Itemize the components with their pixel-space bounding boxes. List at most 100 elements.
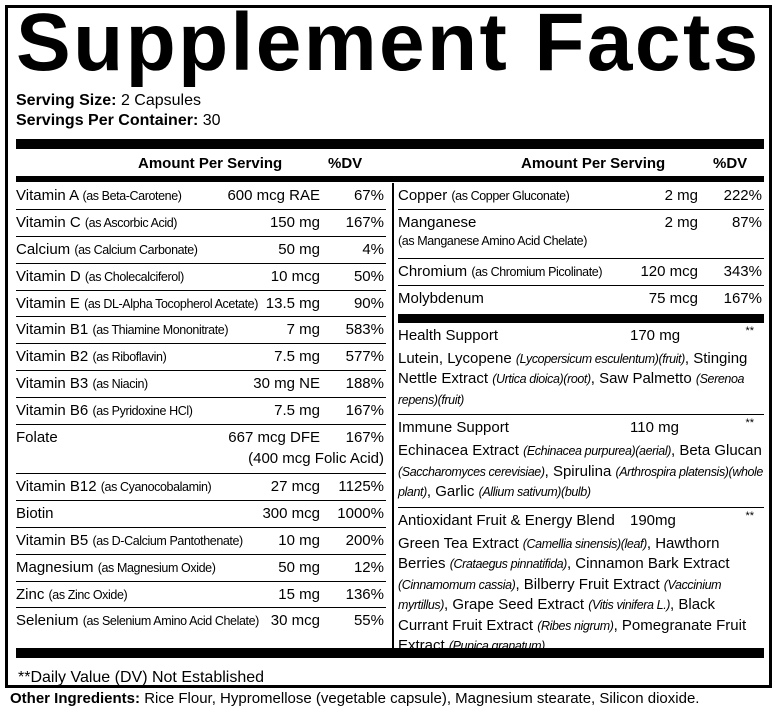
nutrient-name: Vitamin B3 (as Niacin) bbox=[16, 371, 148, 397]
nutrient-label: Biotin bbox=[16, 504, 54, 522]
nutrient-dv: 167% bbox=[345, 402, 384, 420]
nutrient-row: Biotin 300 mcg 1000% bbox=[16, 501, 386, 528]
panel-title: Supplement Facts bbox=[16, 0, 761, 88]
nutrient-amount: 50 mg bbox=[278, 558, 320, 576]
nutrient-amount: 2 mg bbox=[664, 187, 698, 204]
nutrient-name: Manganese bbox=[398, 213, 477, 231]
ingredient-name: , Cinnamon Bark Extract bbox=[566, 555, 730, 573]
ingredient-source: (Cinnamomum cassia) bbox=[398, 577, 516, 592]
nutrient-amount: 600 mcg RAE bbox=[227, 187, 320, 204]
thick-divider bbox=[16, 139, 764, 149]
nutrient-label: Vitamin B1 bbox=[16, 321, 89, 339]
left-amount-header: Amount Per Serving bbox=[138, 155, 283, 172]
nutrient-name: Calcium (as Calcium Carbonate) bbox=[16, 237, 198, 263]
nutrient-label: Magnesium bbox=[16, 558, 94, 576]
ingredient-source: (Vitis vinifera L.) bbox=[588, 598, 671, 613]
blend-ingredients: Lutein, Lycopene (Lycopersicum esculentu… bbox=[398, 349, 764, 411]
ingredient-source: (Lycopersicum esculentum)(fruit) bbox=[515, 351, 685, 366]
nutrient-label: Vitamin E bbox=[16, 294, 80, 312]
nutrient-label: Vitamin B6 bbox=[16, 402, 89, 420]
right-nutrient-list: Copper (as Copper Gluconate) 2 mg 222% Man… bbox=[398, 183, 764, 661]
footnote: **Daily Value (DV) Not Established bbox=[18, 669, 265, 686]
nutrient-name: Vitamin A (as Beta-Carotene) bbox=[16, 183, 182, 209]
nutrient-name: Vitamin D (as Cholecalciferol) bbox=[16, 264, 184, 290]
nutrient-name: Zinc (as Zinc Oxide) bbox=[16, 582, 128, 608]
header-divider bbox=[16, 176, 764, 182]
blend-ingredients: Echinacea Extract (Echinacea purpurea)(a… bbox=[398, 441, 764, 503]
nutrient-label: Vitamin B2 bbox=[16, 348, 89, 366]
nutrient-dv: 167% bbox=[723, 289, 762, 307]
nutrient-name: Biotin bbox=[16, 501, 54, 527]
nutrient-row: Vitamin B2 (as Riboflavin) 7.5 mg 577% bbox=[16, 344, 386, 372]
nutrient-source: (as Beta-Carotene) bbox=[82, 189, 182, 203]
proprietary-blend: Antioxidant Fruit & Energy Blend 190mg *… bbox=[398, 508, 764, 661]
left-dv-header: %DV bbox=[328, 155, 363, 172]
nutrient-dv: 1000% bbox=[337, 504, 384, 522]
nutrient-dv: 1125% bbox=[338, 478, 384, 496]
nutrient-dv: 87% bbox=[731, 213, 762, 231]
ingredient-name: , Spirulina bbox=[544, 462, 616, 480]
nutrient-name: Folate bbox=[16, 425, 58, 451]
nutrient-label: Vitamin D bbox=[16, 267, 81, 285]
nutrient-amount: 300 mcg bbox=[262, 504, 320, 522]
nutrient-source: (as Pyridoxine HCl) bbox=[92, 404, 193, 419]
nutrient-name: Vitamin B12 (as Cyanocobalamin) bbox=[16, 474, 212, 500]
nutrient-row: Manganese (as Manganese Amino Acid Chela… bbox=[398, 210, 764, 259]
ingredient-source: (Saccharomyces cerevisiae) bbox=[398, 464, 545, 479]
ingredient-source: (Ribes nigrum) bbox=[537, 618, 614, 633]
nutrient-dv: 167% bbox=[345, 213, 384, 231]
nutrient-amount: 7.5 mg bbox=[274, 402, 320, 420]
nutrient-row: Copper (as Copper Gluconate) 2 mg 222% bbox=[398, 183, 764, 210]
nutrient-note: (400 mcg Folic Acid) bbox=[248, 450, 384, 468]
ingredient-name: , Black Currant Fruit Extract bbox=[398, 596, 716, 634]
nutrient-label: Vitamin C bbox=[16, 213, 81, 231]
blend-name: Health Support bbox=[398, 326, 499, 344]
nutrient-amount: 75 mcg bbox=[648, 289, 698, 307]
nutrient-dv: 188% bbox=[345, 375, 384, 393]
nutrient-row: Chromium (as Chromium Picolinate) 120 mcg… bbox=[398, 259, 764, 286]
nutrient-amount: 30 mcg bbox=[270, 612, 320, 630]
ingredient-source: (Camellia sinensis)(leaf) bbox=[522, 536, 647, 551]
nutrient-dv: 67% bbox=[353, 187, 384, 204]
blend-dv: ** bbox=[745, 417, 754, 430]
nutrient-name: Molybdenum bbox=[398, 286, 484, 312]
nutrient-amount: 7 mg bbox=[286, 321, 320, 339]
blend-amount: 170 mg bbox=[630, 326, 681, 344]
nutrient-amount: 13.5 mg bbox=[265, 294, 320, 312]
ingredient-name: , Bilberry Fruit Extract bbox=[515, 575, 664, 593]
nutrient-row: Vitamin C (as Ascorbic Acid) 150 mg 167% bbox=[16, 210, 386, 237]
ingredient-source: (Serenoa repens)(fruit) bbox=[398, 372, 745, 407]
left-nutrient-list: Vitamin A (as Beta-Carotene) 600 mcg RAE … bbox=[16, 183, 386, 635]
nutrient-row: Zinc (as Zinc Oxide) 15 mg 136% bbox=[16, 582, 386, 609]
blend-dv: ** bbox=[745, 509, 754, 522]
nutrient-dv: 200% bbox=[345, 531, 384, 549]
nutrient-name: Vitamin B5 (as D-Calcium Pantothenate) bbox=[16, 528, 243, 554]
nutrient-name: Vitamin B6 (as Pyridoxine HCl) bbox=[16, 398, 193, 424]
nutrient-amount: 120 mcg bbox=[640, 262, 698, 280]
ingredient-name: , Garlic bbox=[426, 483, 479, 501]
ingredient-name: Green Tea Extract bbox=[398, 534, 523, 552]
nutrient-row: Folate 667 mcg DFE 167% (400 mcg Folic Ac… bbox=[16, 425, 386, 475]
proprietary-blend: Health Support 170 mg ** Lutein, Lycopen… bbox=[398, 323, 764, 416]
blend-divider bbox=[398, 313, 764, 323]
nutrient-source: (as Chromium Picolinate) bbox=[471, 264, 603, 279]
nutrient-row: Vitamin E (as DL-Alpha Tocopherol Acetat… bbox=[16, 291, 386, 318]
nutrient-amount: 27 mcg bbox=[270, 478, 320, 496]
nutrient-dv: 12% bbox=[353, 558, 384, 576]
nutrient-name: Vitamin B2 (as Riboflavin) bbox=[16, 344, 167, 370]
ingredient-source: (Urtica dioica)(root) bbox=[492, 372, 591, 387]
nutrient-row: Selenium (as Selenium Amino Acid Chelate… bbox=[16, 608, 386, 635]
nutrient-source: (as Niacin) bbox=[92, 377, 148, 392]
blend-name: Immune Support bbox=[398, 419, 509, 437]
other-ingredients: Other Ingredients: Rice Flour, Hypromell… bbox=[10, 690, 700, 707]
nutrient-dv: 55% bbox=[353, 612, 384, 630]
ingredient-source: (Crataegus pinnatifida) bbox=[449, 557, 568, 572]
supplement-facts-panel: Supplement Facts Serving Size: 2 Capsule… bbox=[5, 0, 772, 688]
nutrient-source: (as Calcium Carbonate) bbox=[74, 242, 198, 257]
nutrient-row: Vitamin A (as Beta-Carotene) 600 mcg RAE … bbox=[16, 183, 386, 210]
nutrient-name: Vitamin B1 (as Thiamine Mononitrate) bbox=[16, 317, 229, 343]
nutrient-source: (as Cholecalciferol) bbox=[84, 269, 184, 284]
servings-per-container: Servings Per Container: 30 bbox=[16, 112, 221, 129]
nutrient-dv: 343% bbox=[723, 262, 762, 280]
ingredient-name: , Grape Seed Extract bbox=[444, 596, 589, 614]
